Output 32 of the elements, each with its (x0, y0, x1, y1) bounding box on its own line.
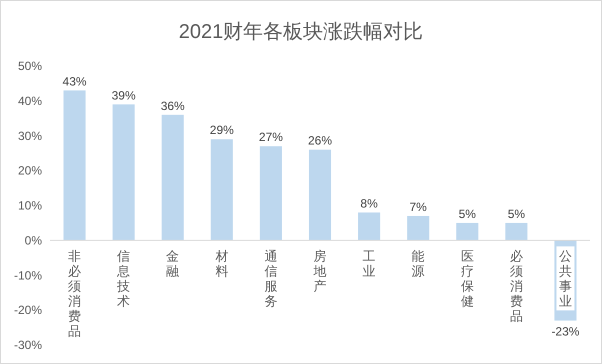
data-label: 29% (210, 123, 234, 138)
x-tick-label: 金融 (166, 248, 180, 278)
y-tick-label: 50% (18, 59, 42, 73)
x-tick-label: 通信服务 (264, 248, 278, 308)
y-tick-label: 10% (18, 198, 42, 212)
data-label: 27% (258, 130, 284, 144)
x-tick-label: 工业 (362, 248, 376, 278)
y-tick-label: 40% (18, 94, 42, 108)
y-tick-label: -30% (14, 338, 42, 352)
chart-title: 2021财年各板块涨跌幅对比 (178, 21, 424, 43)
data-label: 5% (458, 206, 476, 221)
data-label: 8% (360, 196, 378, 210)
x-tick-label: 房地产 (312, 248, 326, 294)
y-tick-label: 20% (18, 164, 42, 178)
data-label: 5% (508, 206, 526, 221)
y-tick-label: 30% (18, 128, 42, 143)
y-tick-label: 0% (24, 233, 42, 248)
x-tick-label: 公共事业 (558, 248, 572, 308)
x-tick-label: 材料 (214, 248, 228, 278)
data-label: 7% (410, 200, 428, 214)
x-tick-label: 信息技术 (116, 248, 130, 308)
x-tick-label: 能源 (412, 248, 425, 278)
x-tick-label: 非必须消费品 (68, 248, 82, 338)
data-label: -23% (551, 324, 580, 339)
data-label: 36% (160, 98, 186, 113)
y-tick-label: -10% (14, 268, 42, 282)
data-label: 43% (62, 74, 87, 88)
x-tick-label: 必须消费品 (510, 248, 523, 324)
x-tick-label: 医疗保健 (460, 248, 474, 308)
data-label: 39% (112, 88, 136, 102)
data-label: 26% (308, 134, 332, 148)
y-tick-label: -20% (14, 303, 42, 318)
